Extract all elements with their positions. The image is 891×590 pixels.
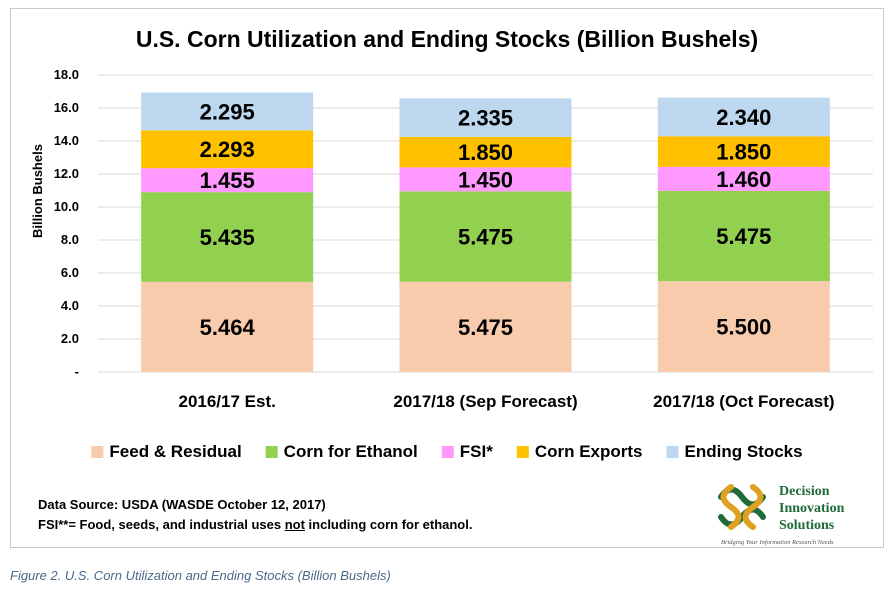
data-label: 5.435 xyxy=(200,225,255,250)
fsi-footnote: FSI**= Food, seeds, and industrial uses … xyxy=(38,517,472,532)
category-label: 2017/18 (Oct Forecast) xyxy=(653,392,834,411)
legend-swatch xyxy=(441,446,454,458)
bar-segment xyxy=(399,191,572,282)
legend-swatch xyxy=(91,446,104,458)
chart-title: U.S. Corn Utilization and Ending Stocks … xyxy=(136,26,758,52)
y-tick-label: 12.0 xyxy=(54,166,79,181)
category-labels: 2016/17 Est. 2017/18 (Sep Forecast) 2017/1… xyxy=(178,392,834,411)
data-label: 5.500 xyxy=(716,315,771,340)
y-tick-label: 6.0 xyxy=(61,265,79,280)
knot-logo-icon xyxy=(718,484,766,530)
data-label: 1.850 xyxy=(458,140,513,165)
data-label: 1.455 xyxy=(200,168,255,193)
legend-label: Corn for Ethanol xyxy=(284,442,418,461)
data-label: 5.464 xyxy=(200,315,256,340)
fsi-footnote-end: including corn for ethanol. xyxy=(304,517,473,532)
bar-segment xyxy=(399,281,572,372)
legend-label: Corn Exports xyxy=(535,442,643,461)
category-label: 2017/18 (Sep Forecast) xyxy=(393,392,577,411)
data-label: 5.475 xyxy=(458,315,513,340)
bar-segment xyxy=(399,167,572,192)
bar-segment xyxy=(141,168,314,193)
fsi-footnote-start: FSI**= Food, seeds, and industrial uses xyxy=(38,517,285,532)
stacked-bar-chart: U.S. Corn Utilization and Ending Stocks … xyxy=(30,26,873,461)
data-label: 2.340 xyxy=(716,105,771,130)
data-label: 2.293 xyxy=(200,137,255,162)
figure-caption: Figure 2. U.S. Corn Utilization and Endi… xyxy=(10,568,391,583)
category-label: 2016/17 Est. xyxy=(178,392,275,411)
data-label: 1.850 xyxy=(716,140,771,165)
data-label: 2.335 xyxy=(458,106,513,131)
logo-line-3: Solutions xyxy=(779,518,835,533)
y-tick-label: 16.0 xyxy=(54,100,79,115)
bar-segment xyxy=(141,92,314,131)
legend-swatch xyxy=(265,446,278,458)
data-label: 5.475 xyxy=(458,224,513,249)
legend-label: Ending Stocks xyxy=(685,442,803,461)
data-label: 5.475 xyxy=(716,224,771,249)
chart-frame: U.S. Corn Utilization and Ending Stocks … xyxy=(10,8,884,548)
data-label: 1.450 xyxy=(458,167,513,192)
data-labels: 5.464 5.435 1.455 2.293 2.295 5.475 5.475 1.450… xyxy=(200,99,772,340)
legend-label: FSI* xyxy=(460,442,493,461)
bar-segment xyxy=(657,190,830,282)
y-tick-label: - xyxy=(75,364,79,379)
bar-segment xyxy=(141,130,314,169)
y-axis-ticks: - 2.0 4.0 6.0 8.0 10.0 12.0 14.0 16.0 18.0 xyxy=(54,67,79,379)
y-tick-label: 2.0 xyxy=(61,331,79,346)
legend-label: Feed & Residual xyxy=(109,442,241,461)
data-source-note: Data Source: USDA (WASDE October 12, 201… xyxy=(38,497,326,512)
y-tick-label: 4.0 xyxy=(61,298,79,313)
data-label: 1.460 xyxy=(716,167,771,192)
legend-swatch xyxy=(516,446,529,458)
bar-segment xyxy=(141,192,314,282)
y-tick-label: 18.0 xyxy=(54,67,79,82)
legend: Feed & Residual Corn for Ethanol FSI* Corn … xyxy=(91,442,803,461)
bar-segment xyxy=(657,136,830,167)
logo-line-1: Decision xyxy=(779,484,830,499)
bar-segment xyxy=(141,281,314,372)
y-tick-label: 10.0 xyxy=(54,199,79,214)
bar-segments xyxy=(141,92,830,372)
bar-segment xyxy=(657,97,830,137)
legend-swatch xyxy=(666,446,679,458)
logo-line-2: Innovation xyxy=(779,501,845,516)
company-logo: Decision Innovation Solutions Bridging Y… xyxy=(711,477,871,552)
fsi-footnote-emphasis: not xyxy=(284,517,305,532)
y-tick-label: 14.0 xyxy=(54,133,79,148)
bar-segment xyxy=(657,281,830,372)
data-label: 2.295 xyxy=(200,99,255,124)
bar-segment xyxy=(399,98,572,137)
y-axis-label: Billion Bushels xyxy=(30,144,45,238)
bar-segment xyxy=(657,166,830,191)
logo-tagline: Bridging Your Information Research Needs xyxy=(721,539,834,546)
bar-segment xyxy=(399,136,572,168)
y-tick-label: 8.0 xyxy=(61,232,79,247)
